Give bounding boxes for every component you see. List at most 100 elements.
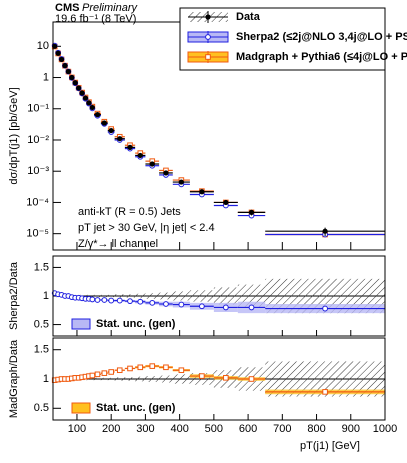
- data-point: [94, 111, 101, 118]
- sherpa-point: [163, 301, 169, 307]
- x-tick-label: 1000: [373, 423, 397, 435]
- sherpa-point: [322, 305, 329, 312]
- data-unc-band: [100, 294, 108, 298]
- data-point: [248, 209, 255, 215]
- data-point: [69, 74, 75, 81]
- x-tick-label: 600: [239, 423, 257, 435]
- data-unc-band: [94, 377, 101, 381]
- sherpa-point: [101, 297, 108, 303]
- ratio-y-title: MadGraph/Data: [8, 339, 20, 418]
- data-point: [76, 85, 82, 91]
- sherpa-point: [248, 304, 255, 311]
- ratio-legend-swatch: [71, 318, 91, 330]
- data-point: [55, 50, 61, 56]
- madgraph-point: [163, 364, 169, 371]
- x-tick-label: 400: [170, 423, 188, 435]
- sherpa-point: [149, 299, 156, 306]
- title: CMS: [55, 2, 79, 14]
- data-unc-band: [189, 373, 214, 385]
- sherpa-point: [198, 303, 205, 310]
- data-unc-band: [100, 377, 108, 381]
- y-tick-label: 1.5: [34, 344, 49, 356]
- data-unc-band: [114, 377, 125, 381]
- lumi: 19.6 fb⁻¹ (8 TeV): [55, 13, 136, 25]
- y-tick-label: 1: [43, 71, 49, 83]
- data-unc-band: [172, 374, 190, 384]
- data-point: [72, 80, 78, 86]
- x-tick-label: 200: [102, 423, 120, 435]
- sherpa-point: [137, 298, 144, 305]
- madgraph-point: [149, 363, 156, 369]
- madgraph-point: [322, 389, 328, 395]
- madgraph-point: [94, 371, 101, 378]
- madgraph-point: [137, 364, 144, 371]
- legend-label: Sherpa2 (≤2j@NLO 3,4j@LO + PS): [236, 31, 407, 43]
- x-tick-label: 900: [342, 423, 360, 435]
- data-unc-band: [90, 377, 95, 381]
- x-axis-title: pT(j1) [GeV]: [300, 440, 360, 452]
- data-unc-band: [159, 292, 173, 300]
- sherpa-point: [178, 301, 185, 308]
- annotation: pT jet > 30 GeV, |η jet| < 2.4: [78, 222, 215, 234]
- x-tick-label: 800: [307, 423, 325, 435]
- x-tick-label: 300: [136, 423, 154, 435]
- data-point: [163, 170, 169, 176]
- y-tick-label: 10⁻⁵: [26, 228, 49, 240]
- y-tick-label: 10⁻⁴: [26, 196, 49, 208]
- data-point: [205, 14, 211, 20]
- data-unc-band: [124, 294, 136, 298]
- data-unc-band: [145, 376, 160, 382]
- data-unc-band: [189, 290, 214, 302]
- data-point: [178, 179, 184, 185]
- sherpa-point: [89, 296, 96, 303]
- madgraph-point: [205, 54, 211, 60]
- data-point: [65, 68, 72, 75]
- sherpa-point: [127, 298, 133, 305]
- madgraph-point: [108, 369, 114, 375]
- madgraph-point: [248, 376, 255, 382]
- data-unc-band: [94, 294, 101, 298]
- ratio-legend-label: Stat. unc. (gen): [96, 318, 176, 330]
- y-tick-label: 1: [43, 373, 49, 385]
- data-unc-band: [124, 377, 136, 381]
- data-unc-band: [172, 291, 190, 301]
- x-tick-label: 700: [273, 423, 291, 435]
- data-point: [137, 152, 143, 159]
- data-point: [108, 127, 114, 134]
- data-point: [79, 90, 85, 96]
- data-point: [149, 161, 155, 167]
- data-point: [127, 144, 133, 150]
- legend-label: Madgraph + Pythia6 (≤4j@LO + PS): [236, 51, 407, 63]
- legend-label: Data: [236, 11, 261, 23]
- data-point: [62, 63, 68, 69]
- madgraph-point: [127, 365, 133, 372]
- data-unc-band: [107, 294, 115, 298]
- x-tick-label: 100: [68, 423, 86, 435]
- madgraph-point: [178, 367, 185, 374]
- data-point: [322, 228, 328, 234]
- y-tick-label: 10⁻²: [27, 134, 49, 146]
- subtitle: Preliminary: [82, 2, 139, 14]
- data-unc-band: [145, 293, 160, 299]
- y-tick-label: 10⁻¹: [27, 103, 49, 115]
- ratio-legend-swatch: [71, 402, 91, 414]
- madgraph-point: [89, 372, 96, 379]
- data-point: [199, 189, 205, 195]
- madgraph-point: [223, 375, 229, 381]
- y-tick-label: 1: [43, 290, 49, 302]
- data-point: [117, 136, 123, 142]
- data-unc-band: [135, 376, 146, 382]
- madgraph-point: [101, 370, 108, 376]
- data-point: [58, 56, 65, 63]
- ratio-y-title: Sherpa2/Data: [8, 261, 20, 330]
- data-point: [223, 199, 229, 206]
- y-tick-label: 10: [37, 40, 49, 52]
- y-tick-label: 10⁻³: [27, 165, 49, 177]
- madgraph-point: [116, 367, 123, 374]
- data-point: [86, 100, 92, 106]
- y-tick-label: 1.5: [34, 261, 49, 273]
- y-axis-title: dσ/dpT(j1) [pb/GeV]: [8, 87, 20, 184]
- ratio-frame: [52, 337, 386, 421]
- sherpa-point: [108, 297, 115, 304]
